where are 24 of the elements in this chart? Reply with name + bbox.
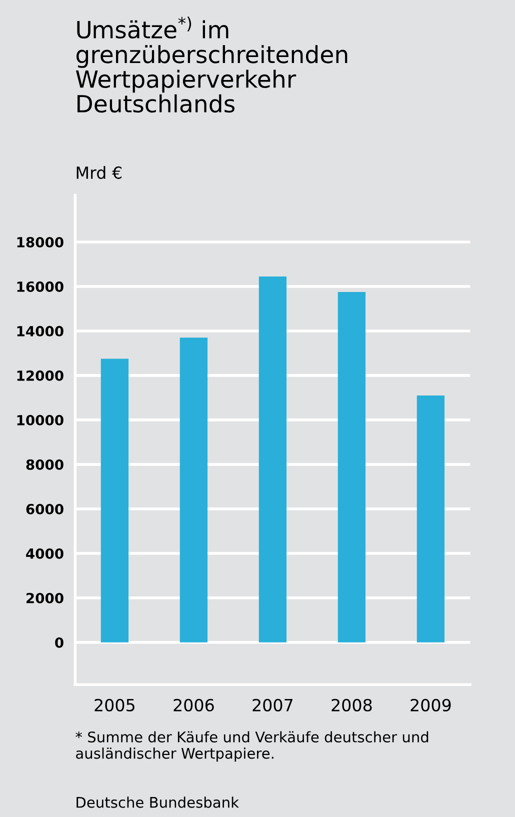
x-tick-label: 2007 — [252, 698, 292, 712]
x-tick-label: 2005 — [94, 698, 134, 712]
x-tick-label: 2008 — [332, 698, 372, 712]
x-tick-label: 2009 — [410, 698, 451, 712]
y-axis-title: Mrd € — [76, 166, 122, 179]
y-tick-label: 18000 — [17, 236, 64, 248]
y-tick-label: 8000 — [26, 459, 64, 470]
text: Deutsche Bundesbank — [76, 796, 239, 808]
y-tick-label: 14000 — [17, 326, 64, 336]
bar — [338, 292, 366, 642]
text: * Summe der Käufe und Verkäufe deutscher und ausländischer Wertpapiere. — [76, 731, 428, 762]
bar — [180, 338, 208, 642]
chart-title: Umsätze$^{*)}$ im grenzüberschreitenden Wertpapierverkehr Deutschlands — [76, 16, 348, 113]
bar — [258, 276, 287, 642]
x-tick-label: 2006 — [174, 698, 214, 712]
y-tick-label: 0 — [55, 637, 64, 648]
y-tick-label: 2000 — [26, 592, 64, 604]
bar — [416, 395, 445, 642]
y-tick-label: 12000 — [17, 370, 64, 381]
y-tick-label: 16000 — [17, 281, 64, 292]
y-tick-label: 4000 — [26, 548, 64, 559]
bar — [100, 358, 129, 642]
y-tick-label: 10000 — [17, 414, 64, 426]
y-tick-label: 6000 — [26, 504, 64, 514]
